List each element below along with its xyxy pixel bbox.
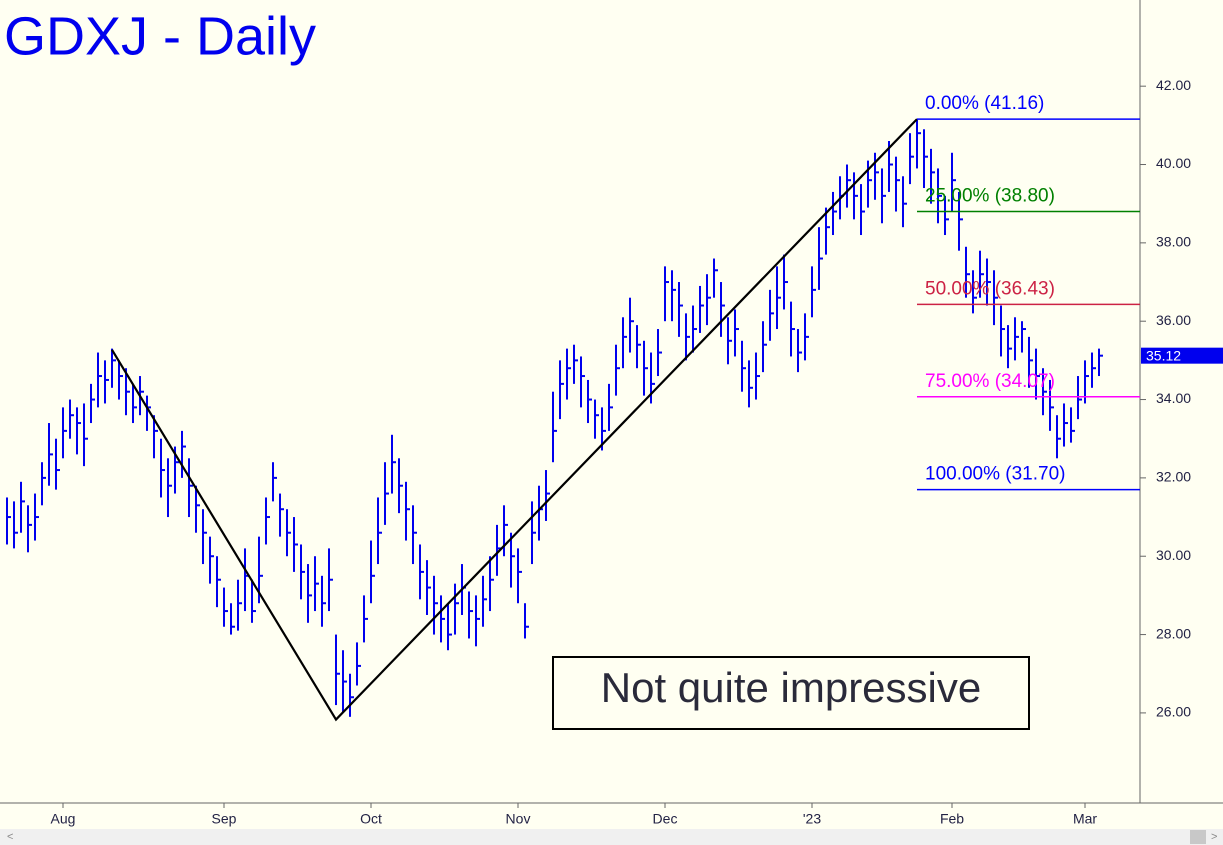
price-tag bbox=[1141, 347, 1223, 364]
x-tick-label: '23 bbox=[803, 811, 821, 827]
annotation-box bbox=[552, 656, 1030, 730]
y-tick-label: 32.00 bbox=[1156, 469, 1191, 485]
y-tick-label: 38.00 bbox=[1156, 234, 1191, 250]
y-tick-label: 30.00 bbox=[1156, 547, 1191, 563]
annotation: Not quite impressive bbox=[601, 664, 981, 711]
scroll-thumb[interactable] bbox=[1190, 830, 1206, 844]
fib-label: 50.00% (36.43) bbox=[925, 278, 1055, 299]
y-tick-label: 36.00 bbox=[1156, 312, 1191, 328]
x-tick-label: Feb bbox=[940, 811, 964, 827]
fib-label: 0.00% (41.16) bbox=[925, 93, 1044, 114]
zigzag-line bbox=[111, 118, 918, 722]
x-tick-label: Aug bbox=[51, 811, 76, 827]
x-tick-label: Mar bbox=[1073, 811, 1097, 827]
chart-title: GDXJ - Daily bbox=[4, 6, 316, 66]
fib-label: 75.00% (34.07) bbox=[925, 371, 1055, 392]
y-tick-label: 34.00 bbox=[1156, 390, 1191, 406]
x-tick-label: Nov bbox=[506, 811, 531, 827]
price-tag-label: 35.12 bbox=[1146, 347, 1181, 363]
x-tick-label: Sep bbox=[212, 811, 237, 827]
scroll-left[interactable]: < bbox=[7, 831, 13, 843]
y-tick-label: 28.00 bbox=[1156, 625, 1191, 641]
scroll-right[interactable]: > bbox=[1211, 831, 1217, 843]
fib-label: 25.00% (38.80) bbox=[925, 186, 1055, 207]
y-tick-label: 42.00 bbox=[1156, 77, 1191, 93]
fib-label: 100.00% (31.70) bbox=[925, 464, 1066, 485]
x-tick-label: Oct bbox=[360, 811, 382, 827]
scrollbar[interactable] bbox=[0, 829, 1223, 845]
y-tick-label: 26.00 bbox=[1156, 704, 1191, 720]
y-tick-label: 40.00 bbox=[1156, 155, 1191, 171]
x-tick-label: Dec bbox=[653, 811, 678, 827]
